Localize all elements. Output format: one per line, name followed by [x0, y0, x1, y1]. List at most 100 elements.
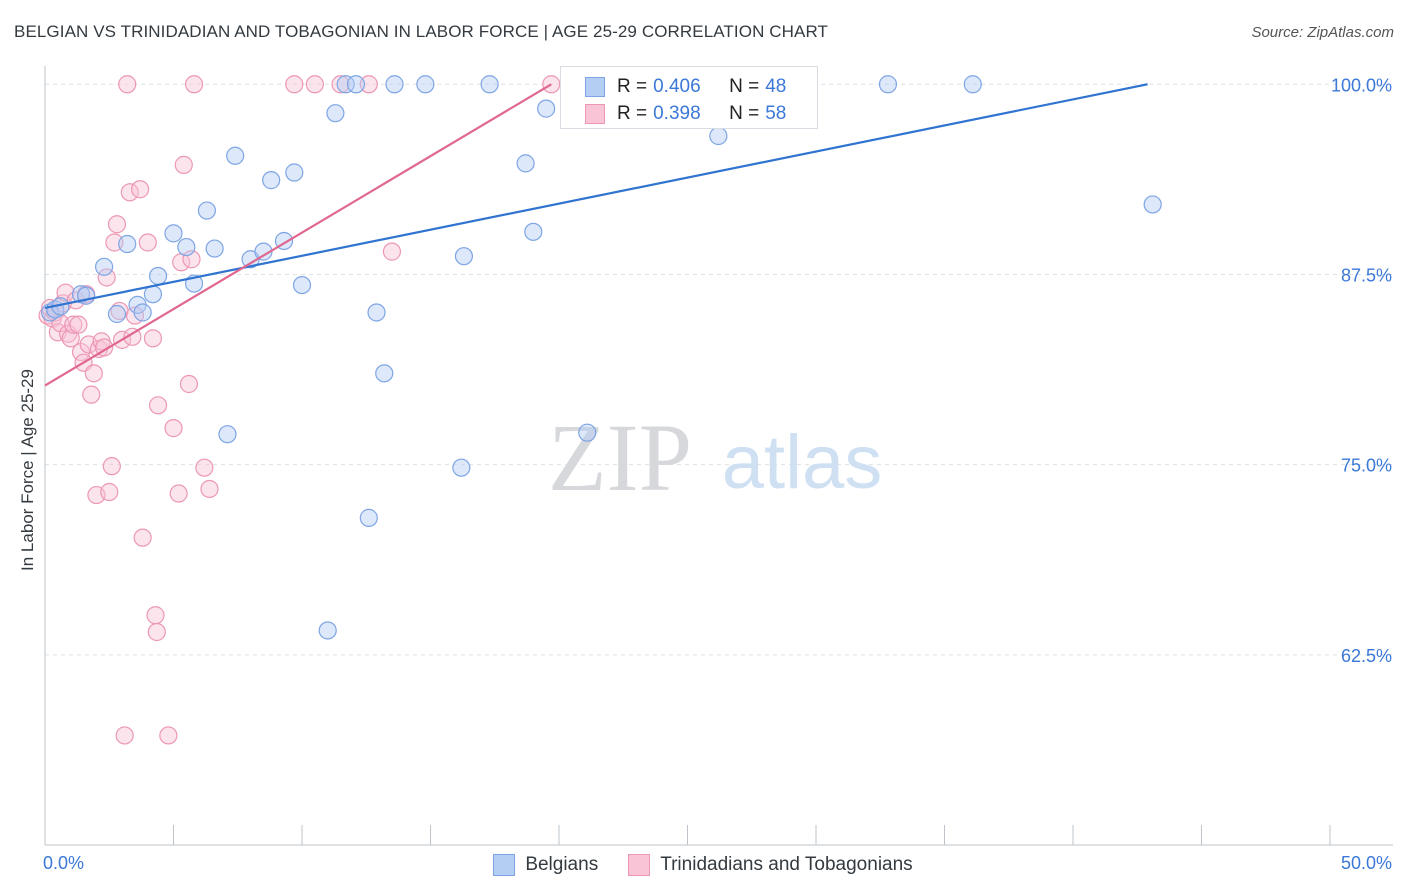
data-point: [107, 215, 127, 234]
trend-line: [44, 83, 552, 387]
series-legend-trinidadians[interactable]: Trinidadians and Tobagonians: [628, 854, 913, 876]
x-tick-label: 50.0%: [1341, 853, 1392, 873]
data-point: [115, 726, 134, 745]
legend-n-label: N =: [729, 103, 760, 124]
data-point: [179, 374, 199, 394]
grid-lines: [45, 83, 1392, 656]
trend-line: [44, 83, 1148, 309]
data-point: [64, 315, 83, 334]
data-point: [516, 154, 535, 173]
legend-n-value: 48: [765, 76, 787, 97]
data-point: [200, 479, 219, 499]
legend-row-belgians: R = 0.406 N = 48: [585, 75, 786, 99]
y-tick-label: 100.0%: [1331, 75, 1392, 95]
data-point: [82, 385, 101, 404]
data-point: [382, 242, 402, 261]
series-legend: Belgians Trinidadians and Tobagonians: [0, 852, 1406, 878]
data-point: [95, 257, 114, 276]
data-point: [148, 266, 168, 286]
data-point: [107, 304, 127, 324]
watermark-zip: ZIP: [548, 404, 692, 511]
series-swatch-belgians: [493, 854, 516, 876]
data-point: [69, 315, 88, 334]
watermark-atlas: atlas: [722, 420, 883, 505]
data-point: [164, 419, 183, 438]
data-point: [71, 342, 91, 362]
stats-legend: R = 0.406 N = 48 R = 0.398 N = 58: [560, 66, 818, 129]
data-point: [100, 482, 119, 502]
data-point: [367, 303, 386, 322]
data-point: [262, 171, 281, 190]
data-point: [169, 484, 188, 503]
data-point: [133, 528, 152, 547]
data-point: [454, 247, 474, 266]
data-point: [174, 155, 193, 174]
legend-r-value: 0.406: [653, 76, 701, 97]
y-tick-label: 87.5%: [1341, 265, 1392, 285]
x-tick-labels: 0.0% 50.0%: [43, 853, 1392, 873]
data-point: [878, 75, 898, 94]
data-point: [375, 364, 394, 383]
data-point: [102, 457, 121, 476]
legend-r-label: R =: [617, 103, 648, 124]
x-tick-label: 0.0%: [43, 853, 84, 873]
legend-r-value: 0.398: [653, 103, 701, 124]
data-point: [963, 75, 982, 94]
data-point: [346, 75, 366, 94]
data-point: [197, 201, 217, 220]
data-point: [61, 329, 80, 348]
data-point: [195, 458, 214, 477]
data-point: [709, 126, 728, 146]
series-swatch-trinidadians: [628, 854, 651, 876]
legend-r-label: R =: [617, 76, 648, 97]
data-point: [97, 268, 116, 287]
data-point: [578, 423, 597, 442]
data-point: [205, 239, 224, 258]
legend-swatch-belgians: [585, 77, 605, 97]
trend-lines: [44, 83, 1148, 387]
chart-title: BELGIAN VS TRINIDADIAN AND TOBAGONIAN IN…: [14, 22, 829, 41]
data-point: [480, 75, 499, 94]
y-axis-label: In Labor Force | Age 25-29: [18, 369, 37, 571]
data-point: [326, 104, 345, 123]
legend-n-value: 58: [765, 103, 787, 124]
data-point: [524, 222, 543, 241]
y-tick-label: 75.0%: [1341, 456, 1392, 476]
data-point: [146, 606, 165, 625]
series-label-trinidadians: Trinidadians and Tobagonians: [660, 854, 913, 875]
legend-row-trinidadians: R = 0.398 N = 58: [585, 102, 786, 126]
data-point: [218, 425, 237, 444]
data-point: [164, 224, 183, 243]
data-point: [305, 75, 324, 94]
data-point: [148, 396, 168, 415]
data-point: [147, 622, 166, 642]
axes: [44, 66, 1393, 846]
data-point: [159, 726, 178, 745]
series-legend-belgians[interactable]: Belgians: [493, 854, 598, 876]
data-point: [385, 75, 404, 94]
data-point: [226, 146, 245, 165]
data-point: [56, 283, 75, 302]
data-point: [285, 75, 304, 94]
legend-swatch-trinidadians: [585, 104, 605, 124]
data-point: [318, 621, 337, 640]
data-point: [143, 329, 163, 348]
data-point: [285, 163, 304, 182]
data-point: [130, 180, 150, 199]
data-point: [416, 75, 435, 94]
data-point: [84, 364, 103, 383]
data-point: [292, 275, 312, 295]
data-point: [118, 75, 137, 94]
data-point: [359, 75, 378, 94]
data-point: [138, 233, 157, 252]
data-point: [120, 183, 139, 202]
data-point: [359, 508, 378, 527]
data-point: [1143, 195, 1162, 214]
data-point: [537, 99, 556, 118]
points-belgians: [41, 75, 1162, 640]
data-point: [123, 327, 142, 346]
data-point: [133, 303, 152, 322]
watermark: ZIP atlas: [548, 404, 882, 511]
data-point: [177, 237, 196, 257]
